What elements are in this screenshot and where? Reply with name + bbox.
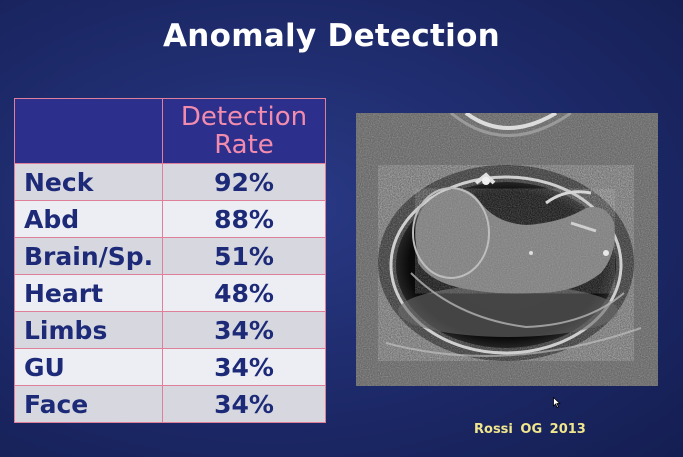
row-region-label: Abd (14, 200, 163, 238)
detection-rate-table: Detection Rate Neck 92% Abd 88% Brain/Sp… (14, 98, 326, 423)
table-row: Limbs 34% (14, 311, 326, 349)
table-row: Brain/Sp. 51% (14, 237, 326, 275)
row-region-label: Limbs (14, 311, 163, 349)
header-line-1: Detection (180, 102, 308, 132)
mouse-pointer-icon (553, 397, 561, 408)
row-region-label: Face (14, 385, 163, 423)
table-row: Neck 92% (14, 163, 326, 201)
row-detection-rate: 34% (162, 311, 326, 349)
header-line-2: Rate (214, 130, 274, 160)
row-region-label: Brain/Sp. (14, 237, 163, 275)
citation-text: Rossi OG 2013 (474, 422, 586, 437)
row-region-label: GU (14, 348, 163, 386)
row-detection-rate: 48% (162, 274, 326, 312)
table-row: GU 34% (14, 348, 326, 386)
header-detection-rate: Detection Rate (162, 98, 326, 164)
table-row: Heart 48% (14, 274, 326, 312)
row-detection-rate: 34% (162, 385, 326, 423)
row-detection-rate: 92% (162, 163, 326, 201)
row-region-label: Neck (14, 163, 163, 201)
row-detection-rate: 51% (162, 237, 326, 275)
table-row: Face 34% (14, 385, 326, 423)
row-detection-rate: 34% (162, 348, 326, 386)
table-row: Abd 88% (14, 200, 326, 238)
table-header-row: Detection Rate (14, 98, 326, 164)
row-detection-rate: 88% (162, 200, 326, 238)
header-corner-cell (14, 98, 163, 164)
ultrasound-image (356, 113, 658, 386)
row-region-label: Heart (14, 274, 163, 312)
slide-title: Anomaly Detection (162, 18, 501, 54)
